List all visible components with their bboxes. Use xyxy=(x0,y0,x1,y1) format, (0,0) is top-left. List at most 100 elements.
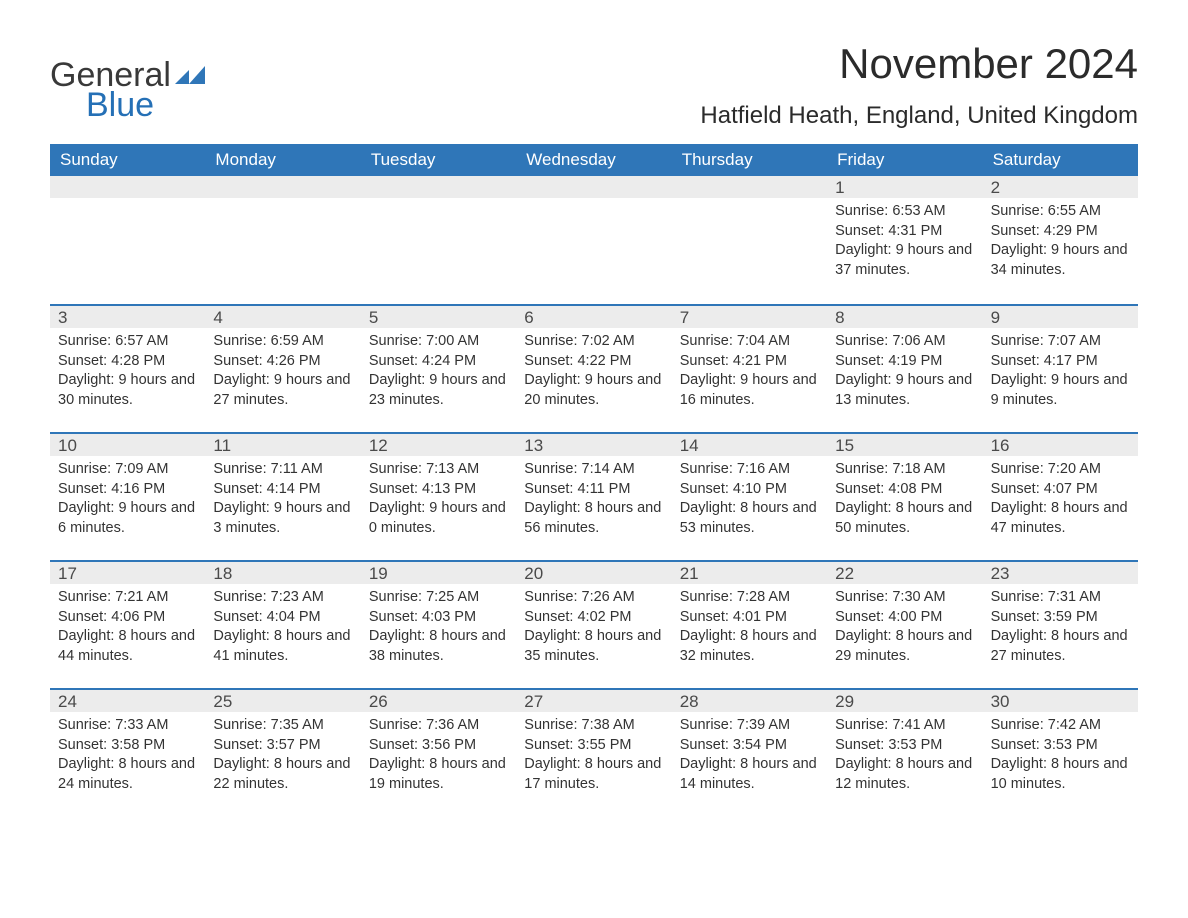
sunset-line: Sunset: 4:00 PM xyxy=(835,608,974,628)
day-number: 5 xyxy=(361,306,386,328)
day-cell: 26Sunrise: 7:36 AMSunset: 3:56 PMDayligh… xyxy=(361,690,516,798)
sunset-line: Sunset: 4:02 PM xyxy=(524,608,663,628)
day-number-bar: 23 xyxy=(983,562,1138,584)
day-cell: 9Sunrise: 7:07 AMSunset: 4:17 PMDaylight… xyxy=(983,306,1138,414)
empty-day-cell xyxy=(205,176,360,286)
day-body: Sunrise: 7:06 AMSunset: 4:19 PMDaylight:… xyxy=(827,328,982,410)
empty-day-cell xyxy=(516,176,671,286)
daylight-line: Daylight: 8 hours and 29 minutes. xyxy=(835,627,974,666)
header: General Blue November 2024 Hatfield Heat… xyxy=(50,40,1138,130)
daylight-line: Daylight: 9 hours and 34 minutes. xyxy=(991,241,1130,280)
day-body: Sunrise: 7:41 AMSunset: 3:53 PMDaylight:… xyxy=(827,712,982,794)
sunrise-line: Sunrise: 7:28 AM xyxy=(680,588,819,608)
day-body: Sunrise: 7:09 AMSunset: 4:16 PMDaylight:… xyxy=(50,456,205,538)
sunrise-line: Sunrise: 7:18 AM xyxy=(835,460,974,480)
day-cell: 2Sunrise: 6:55 AMSunset: 4:29 PMDaylight… xyxy=(983,176,1138,286)
day-number-bar: 22 xyxy=(827,562,982,584)
day-cell: 11Sunrise: 7:11 AMSunset: 4:14 PMDayligh… xyxy=(205,434,360,542)
sunrise-line: Sunrise: 7:36 AM xyxy=(369,716,508,736)
day-cell: 1Sunrise: 6:53 AMSunset: 4:31 PMDaylight… xyxy=(827,176,982,286)
empty-day-cell xyxy=(361,176,516,286)
sunset-line: Sunset: 4:16 PM xyxy=(58,480,197,500)
day-number: 28 xyxy=(672,690,707,712)
sunrise-line: Sunrise: 7:14 AM xyxy=(524,460,663,480)
day-cell: 19Sunrise: 7:25 AMSunset: 4:03 PMDayligh… xyxy=(361,562,516,670)
day-cell: 23Sunrise: 7:31 AMSunset: 3:59 PMDayligh… xyxy=(983,562,1138,670)
sunrise-line: Sunrise: 7:21 AM xyxy=(58,588,197,608)
sunset-line: Sunset: 3:54 PM xyxy=(680,736,819,756)
day-number-bar: 7 xyxy=(672,306,827,328)
day-cell: 7Sunrise: 7:04 AMSunset: 4:21 PMDaylight… xyxy=(672,306,827,414)
daylight-line: Daylight: 8 hours and 17 minutes. xyxy=(524,755,663,794)
sunset-line: Sunset: 3:57 PM xyxy=(213,736,352,756)
day-cell: 24Sunrise: 7:33 AMSunset: 3:58 PMDayligh… xyxy=(50,690,205,798)
day-number: 7 xyxy=(672,306,697,328)
sunrise-line: Sunrise: 7:38 AM xyxy=(524,716,663,736)
sunrise-line: Sunrise: 7:13 AM xyxy=(369,460,508,480)
day-number-bar: 13 xyxy=(516,434,671,456)
day-cell: 20Sunrise: 7:26 AMSunset: 4:02 PMDayligh… xyxy=(516,562,671,670)
daylight-line: Daylight: 8 hours and 53 minutes. xyxy=(680,499,819,538)
daylight-line: Daylight: 8 hours and 22 minutes. xyxy=(213,755,352,794)
day-number: 24 xyxy=(50,690,85,712)
day-number: 10 xyxy=(50,434,85,456)
sunrise-line: Sunrise: 7:31 AM xyxy=(991,588,1130,608)
dow-cell: Wednesday xyxy=(516,144,671,176)
day-cell: 29Sunrise: 7:41 AMSunset: 3:53 PMDayligh… xyxy=(827,690,982,798)
dow-cell: Tuesday xyxy=(361,144,516,176)
day-number-bar: 8 xyxy=(827,306,982,328)
day-number-bar: 9 xyxy=(983,306,1138,328)
day-cell: 27Sunrise: 7:38 AMSunset: 3:55 PMDayligh… xyxy=(516,690,671,798)
day-number: 22 xyxy=(827,562,862,584)
day-body: Sunrise: 7:42 AMSunset: 3:53 PMDaylight:… xyxy=(983,712,1138,794)
daylight-line: Daylight: 8 hours and 10 minutes. xyxy=(991,755,1130,794)
daylight-line: Daylight: 9 hours and 20 minutes. xyxy=(524,371,663,410)
sunset-line: Sunset: 4:04 PM xyxy=(213,608,352,628)
sunset-line: Sunset: 4:01 PM xyxy=(680,608,819,628)
day-number: 15 xyxy=(827,434,862,456)
empty-bar xyxy=(672,176,827,198)
sunrise-line: Sunrise: 7:41 AM xyxy=(835,716,974,736)
day-number: 30 xyxy=(983,690,1018,712)
daylight-line: Daylight: 9 hours and 13 minutes. xyxy=(835,371,974,410)
sunset-line: Sunset: 4:17 PM xyxy=(991,352,1130,372)
day-number-bar: 17 xyxy=(50,562,205,584)
sunrise-line: Sunrise: 7:11 AM xyxy=(213,460,352,480)
day-number-bar: 26 xyxy=(361,690,516,712)
daylight-line: Daylight: 8 hours and 19 minutes. xyxy=(369,755,508,794)
day-body: Sunrise: 7:23 AMSunset: 4:04 PMDaylight:… xyxy=(205,584,360,666)
dow-cell: Friday xyxy=(827,144,982,176)
day-number: 11 xyxy=(205,434,239,456)
day-number: 12 xyxy=(361,434,396,456)
days-of-week-row: SundayMondayTuesdayWednesdayThursdayFrid… xyxy=(50,144,1138,176)
day-number-bar: 18 xyxy=(205,562,360,584)
sunrise-line: Sunrise: 7:35 AM xyxy=(213,716,352,736)
daylight-line: Daylight: 9 hours and 23 minutes. xyxy=(369,371,508,410)
calendar: SundayMondayTuesdayWednesdayThursdayFrid… xyxy=(50,144,1138,816)
sunset-line: Sunset: 4:28 PM xyxy=(58,352,197,372)
daylight-line: Daylight: 8 hours and 47 minutes. xyxy=(991,499,1130,538)
location-subtitle: Hatfield Heath, England, United Kingdom xyxy=(700,102,1138,130)
sunset-line: Sunset: 4:26 PM xyxy=(213,352,352,372)
day-body: Sunrise: 7:07 AMSunset: 4:17 PMDaylight:… xyxy=(983,328,1138,410)
sunset-line: Sunset: 3:53 PM xyxy=(835,736,974,756)
day-body: Sunrise: 7:33 AMSunset: 3:58 PMDaylight:… xyxy=(50,712,205,794)
day-number-bar: 14 xyxy=(672,434,827,456)
day-number: 21 xyxy=(672,562,707,584)
daylight-line: Daylight: 9 hours and 6 minutes. xyxy=(58,499,197,538)
week-row: 1Sunrise: 6:53 AMSunset: 4:31 PMDaylight… xyxy=(50,176,1138,304)
day-body: Sunrise: 7:26 AMSunset: 4:02 PMDaylight:… xyxy=(516,584,671,666)
daylight-line: Daylight: 9 hours and 9 minutes. xyxy=(991,371,1130,410)
day-body: Sunrise: 6:53 AMSunset: 4:31 PMDaylight:… xyxy=(827,198,982,280)
day-cell: 10Sunrise: 7:09 AMSunset: 4:16 PMDayligh… xyxy=(50,434,205,542)
day-number: 4 xyxy=(205,306,230,328)
day-body: Sunrise: 6:59 AMSunset: 4:26 PMDaylight:… xyxy=(205,328,360,410)
sunset-line: Sunset: 4:08 PM xyxy=(835,480,974,500)
day-number-bar: 30 xyxy=(983,690,1138,712)
sunrise-line: Sunrise: 7:02 AM xyxy=(524,332,663,352)
day-number-bar: 1 xyxy=(827,176,982,198)
day-body: Sunrise: 7:31 AMSunset: 3:59 PMDaylight:… xyxy=(983,584,1138,666)
day-body: Sunrise: 7:11 AMSunset: 4:14 PMDaylight:… xyxy=(205,456,360,538)
daylight-line: Daylight: 8 hours and 44 minutes. xyxy=(58,627,197,666)
sunrise-line: Sunrise: 7:25 AM xyxy=(369,588,508,608)
